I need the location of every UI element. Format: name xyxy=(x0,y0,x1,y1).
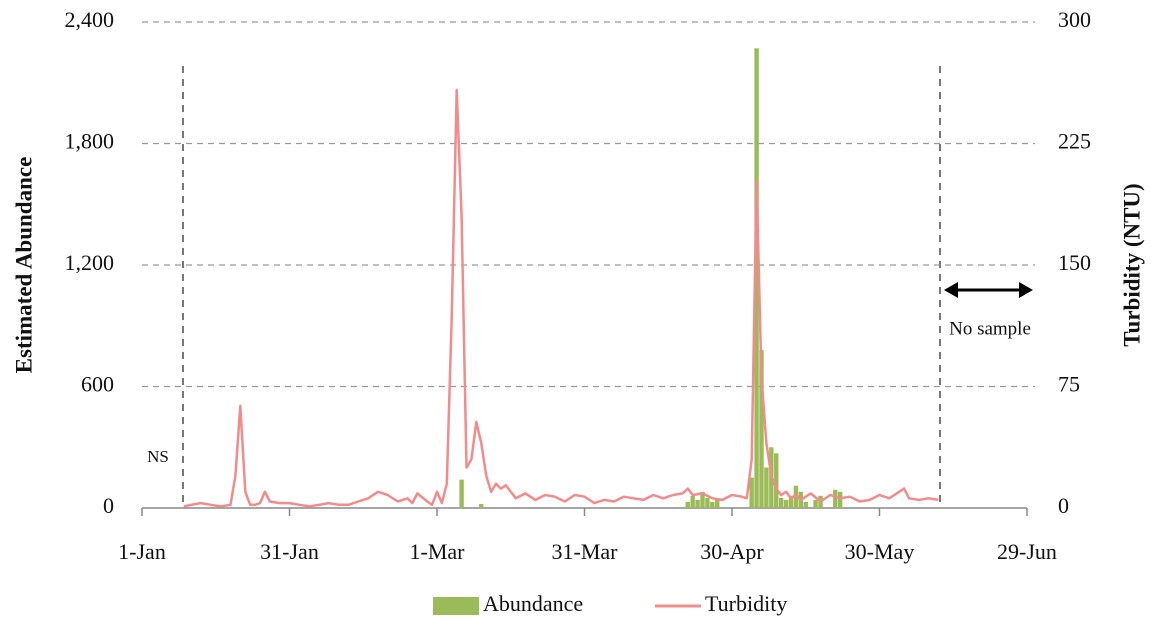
y-axis-label: Estimated Abundance xyxy=(11,157,36,374)
y-tick-label: 0 xyxy=(103,493,114,518)
bar xyxy=(813,499,818,508)
annotation: NS xyxy=(147,447,169,466)
x-tick-label: 29-Jun xyxy=(997,539,1057,564)
y2-tick-label: 300 xyxy=(1058,7,1091,32)
x-tick-label: 31-Jan xyxy=(260,539,319,564)
bar xyxy=(788,495,794,508)
bar xyxy=(783,499,789,508)
y-tick-label: 1,200 xyxy=(65,250,115,275)
x-tick-label: 30-May xyxy=(845,539,915,564)
legend-label: Abundance xyxy=(483,591,583,616)
y2-tick-label: 75 xyxy=(1058,372,1080,397)
bar xyxy=(705,497,710,508)
bar xyxy=(793,485,799,508)
y2-tick-label: 225 xyxy=(1058,129,1091,154)
bar xyxy=(685,501,690,508)
bar xyxy=(833,489,838,508)
bar xyxy=(774,453,779,508)
bar xyxy=(700,491,705,508)
bar xyxy=(715,499,720,508)
arrow-head xyxy=(944,282,958,298)
arrow-head xyxy=(1019,282,1033,298)
y-tick-label: 2,400 xyxy=(65,7,115,32)
bar xyxy=(759,350,764,508)
y2-tick-label: 0 xyxy=(1058,493,1069,518)
annotation: No sample xyxy=(949,318,1031,339)
x-tick-label: 31-Mar xyxy=(552,539,619,564)
y2-tick-label: 150 xyxy=(1058,250,1091,275)
line xyxy=(183,88,939,508)
bar xyxy=(778,497,784,508)
bar xyxy=(803,501,808,508)
bar xyxy=(764,467,769,508)
x-tick-label: 1-Mar xyxy=(410,539,466,564)
bar xyxy=(695,499,700,508)
y-tick-label: 600 xyxy=(81,372,114,397)
x-tick-label: 30-Apr xyxy=(700,539,764,564)
bar xyxy=(690,495,695,508)
bar xyxy=(479,503,484,508)
y-tick-label: 1,800 xyxy=(65,129,115,154)
legend-label: Turbidity xyxy=(705,591,787,616)
x-tick-label: 1-Jan xyxy=(118,539,166,564)
y2-axis-label: Turbidity (NTU) xyxy=(1119,183,1144,346)
bar xyxy=(459,479,464,508)
legend-swatch xyxy=(433,597,479,615)
bar xyxy=(749,477,754,508)
bar xyxy=(837,491,843,508)
bar xyxy=(754,48,759,508)
bar xyxy=(710,501,715,508)
